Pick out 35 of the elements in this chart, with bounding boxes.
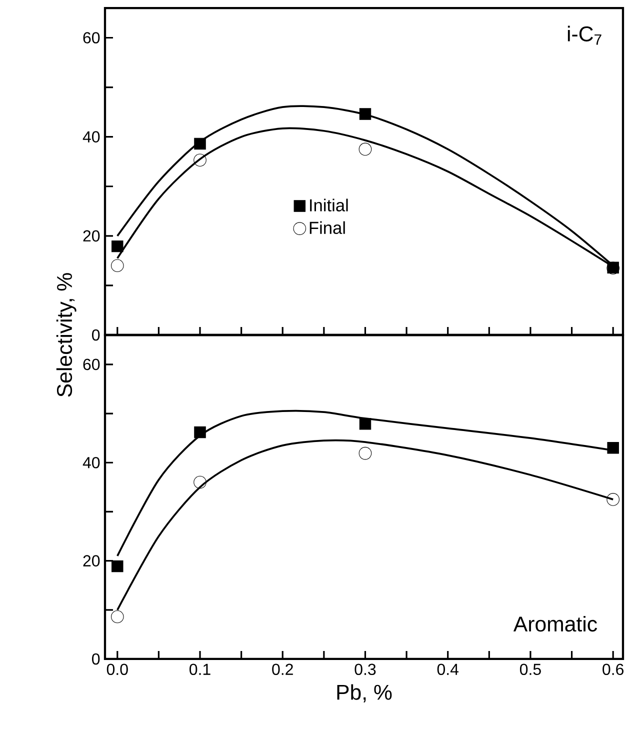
point (112, 560, 124, 572)
x-axis-title: Pb, % (337, 684, 392, 702)
point (194, 154, 206, 167)
point (110, 259, 124, 272)
point (358, 142, 372, 156)
y-tick-label: 40 (82, 131, 100, 142)
annotation: i-C$_{7}$ (568, 26, 602, 45)
y-tick-label: 0 (92, 329, 100, 341)
y-tick-label: 40 (82, 456, 100, 468)
x-tick-label: 0.4 (437, 664, 458, 676)
point (358, 446, 372, 460)
point (607, 442, 619, 454)
x-tick-label: 0.2 (272, 664, 293, 676)
legend-label: Initial (310, 198, 348, 212)
x-tick-label: 0.1 (190, 664, 210, 676)
x-tick-label: 0.6 (602, 664, 624, 676)
point (359, 108, 372, 120)
annotation: Aromatic (513, 616, 597, 632)
point (112, 240, 124, 252)
y-tick-label: 0 (92, 653, 100, 665)
y-tick-label: 60 (83, 32, 100, 44)
point (606, 493, 620, 506)
point (359, 418, 372, 430)
y-axis-title: Selectivity, % (56, 273, 76, 397)
y-tick-label: 60 (83, 358, 100, 370)
x-tick-label: 0.5 (520, 664, 541, 676)
legend-label: Final (310, 221, 345, 234)
x-tick-label: 0.3 (354, 664, 376, 676)
point (110, 610, 124, 624)
x-tick-label: 0.0 (106, 664, 128, 676)
y-tick-label: 20 (83, 230, 100, 242)
y-tick-label: 20 (83, 555, 100, 566)
point (194, 476, 206, 489)
point (194, 138, 206, 150)
point (194, 426, 206, 438)
